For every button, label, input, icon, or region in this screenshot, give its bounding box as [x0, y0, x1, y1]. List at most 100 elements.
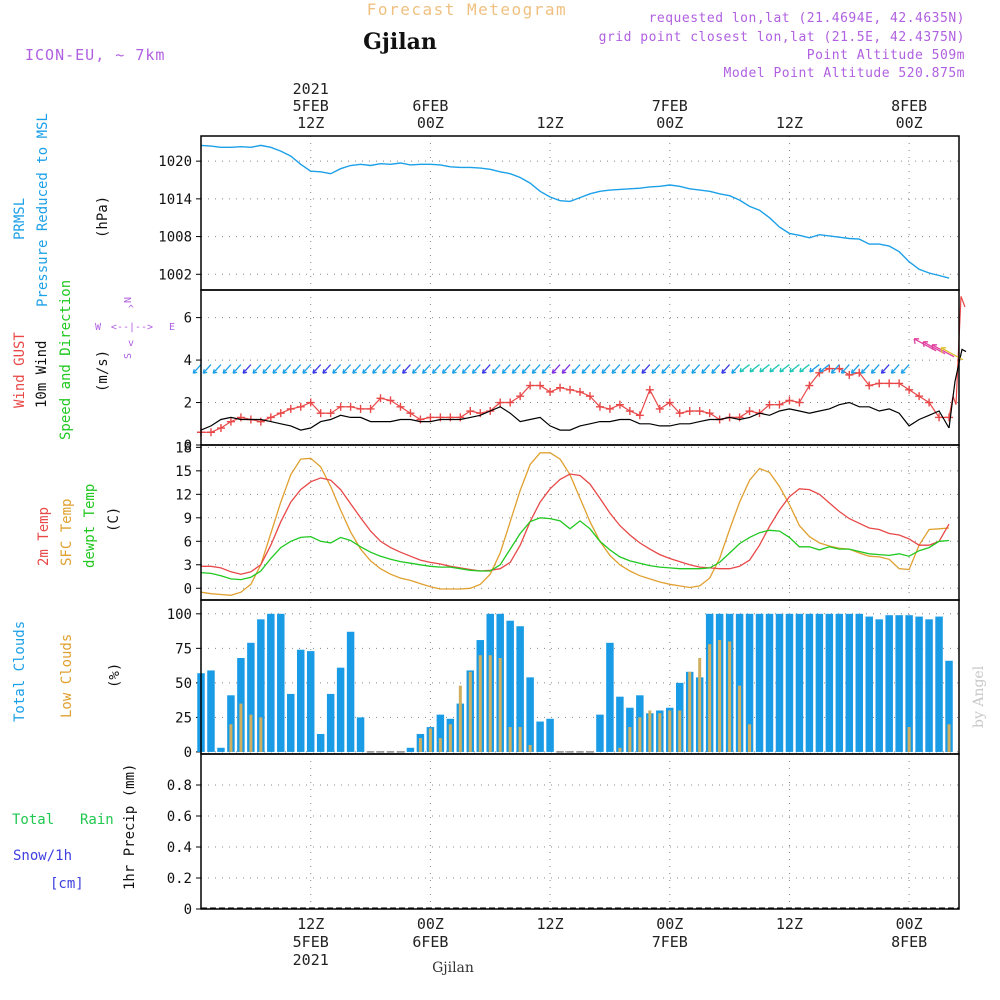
gust-marker	[356, 404, 365, 413]
total-cloud-bar	[406, 747, 415, 752]
low-cloud-bar	[229, 724, 233, 752]
wind-speed-direction-label: Speed and Direction	[58, 280, 74, 440]
wind-tick-label: 0	[184, 438, 192, 454]
wind-arrow-head	[641, 369, 647, 374]
compass-north: N	[123, 297, 134, 303]
temp-tick-label: 18	[175, 440, 192, 456]
gust-marker	[506, 398, 515, 407]
wind-arrow-head	[412, 369, 417, 374]
gust-marker	[546, 387, 555, 396]
wind-arrow	[442, 364, 451, 374]
wind-arrow-head	[531, 369, 537, 374]
total-cloud-bar	[257, 619, 265, 752]
gust-marker	[336, 402, 345, 411]
wind-arrow-head	[860, 369, 866, 374]
wind-arrow-head	[332, 369, 338, 374]
top-tick-label: 00Z	[896, 114, 923, 132]
top-tick-label: 8FEB	[891, 97, 927, 115]
gust-marker	[306, 398, 315, 407]
wind-arrow	[769, 364, 780, 373]
low-cloud-bar	[488, 655, 492, 752]
gust-marker	[875, 379, 884, 388]
bottom-tick-label: 2021	[293, 951, 329, 969]
wind-arrow	[312, 364, 322, 374]
wind-arrow	[809, 364, 820, 373]
precip-tick-label: 0.4	[167, 840, 192, 856]
wind-arrow-head	[202, 369, 208, 374]
wind-arrow-head	[302, 369, 308, 374]
top-tick-label: 12Z	[297, 114, 324, 132]
pressure-tick-label: 1008	[158, 230, 192, 246]
model-label: ICON-EU, ~ 7km	[25, 46, 165, 64]
wind-arrow	[900, 364, 910, 374]
total-cloud-bar	[905, 615, 913, 752]
low-cloud-bar	[448, 724, 452, 752]
wind-arrow	[382, 364, 391, 374]
temp-tick-label: 6	[184, 534, 192, 550]
gust-marker	[705, 409, 714, 418]
wind-arrow-head	[661, 369, 667, 374]
precip-total-label: Total	[12, 812, 54, 828]
total-cloud-bar	[346, 631, 355, 752]
total-cloud-bar	[925, 619, 933, 752]
low-cloud-bar	[458, 685, 462, 752]
wind-arrow	[432, 364, 441, 374]
low-cloud-bar	[907, 727, 911, 752]
top-tick-label: 7FEB	[652, 97, 688, 115]
wind-arrow-head	[471, 369, 477, 374]
gust-marker	[566, 385, 575, 394]
wind-arrow	[452, 364, 461, 374]
wind-arrow-head	[272, 369, 278, 374]
wind-arrow	[491, 364, 501, 374]
wind-arrow-head	[651, 369, 657, 374]
watermark: by Angel	[971, 665, 987, 728]
wind-arrow-head	[870, 369, 876, 374]
precip-tick-label: 0.2	[167, 871, 192, 887]
wind-arrow	[362, 364, 372, 374]
clouds-tick-label: 100	[167, 607, 192, 623]
low-cloud-bar	[708, 644, 712, 752]
gust-marker	[396, 402, 405, 411]
clouds-low-label: Low Clouds	[59, 634, 75, 718]
wind-arrow-head	[242, 369, 248, 374]
wind-arrow	[860, 364, 870, 374]
wind-arrow	[890, 364, 900, 374]
footer-location: Gjilan	[432, 960, 474, 976]
total-cloud-bar	[436, 714, 445, 752]
compass-arrow-down: v	[128, 338, 134, 349]
pressure-tick-label: 1002	[158, 267, 192, 283]
temp-tick-label: 12	[175, 487, 192, 503]
wind-arrow-strong-head	[931, 344, 938, 350]
wind-arrow-head	[779, 367, 785, 373]
precip-tick-label: 0	[184, 902, 192, 918]
total-cloud-bar	[536, 721, 544, 752]
gust-marker	[316, 409, 325, 418]
total-cloud-bar	[765, 613, 774, 752]
temp-2m-label: 2m Temp	[36, 507, 52, 566]
wind-arrow	[262, 364, 272, 374]
wind-arrow	[232, 364, 242, 374]
wind-arrow	[841, 364, 850, 374]
wind-arrow-head	[759, 367, 765, 373]
wind-arrow	[711, 364, 721, 374]
total-cloud-bar	[306, 651, 315, 752]
precip-panel-frame	[200, 753, 960, 910]
wind-arrow-head	[421, 369, 427, 374]
wind-arrow	[422, 364, 431, 374]
total-cloud-bar	[506, 620, 514, 752]
low-cloud-bar	[498, 658, 502, 752]
bottom-tick-label: 8FEB	[891, 933, 927, 951]
wind-arrow	[272, 364, 282, 374]
low-cloud-bar	[947, 724, 951, 752]
total-cloud-bar	[336, 667, 345, 752]
total-cloud-bar	[845, 613, 854, 752]
low-cloud-bar	[468, 671, 472, 752]
wind-arrow-head	[799, 367, 805, 373]
gust-marker	[226, 417, 235, 426]
wind-arrow	[851, 364, 860, 374]
wind-arrow	[661, 364, 671, 374]
gust-marker	[695, 407, 704, 416]
total-cloud-bar	[755, 613, 764, 752]
wind-arrow-head	[900, 369, 906, 374]
low-cloud-bar	[738, 685, 742, 752]
